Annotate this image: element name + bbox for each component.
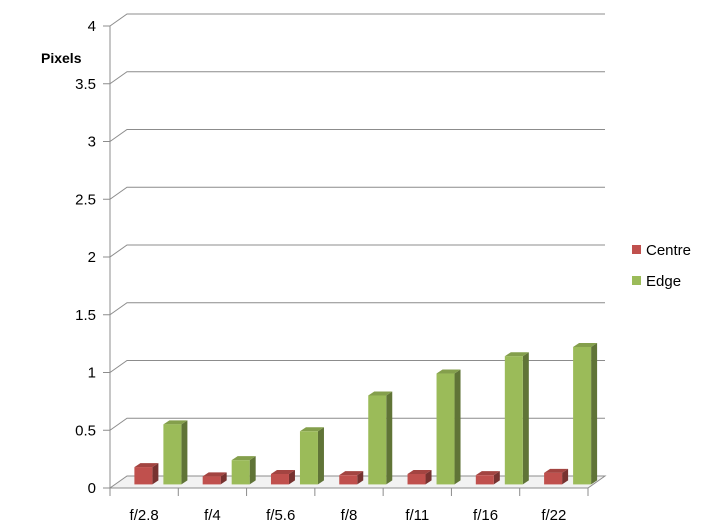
y-tick-label: 0: [88, 480, 96, 497]
bar-top: [573, 342, 598, 347]
y-tick-label: 3.5: [75, 76, 96, 93]
legend-item-centre: Centre: [632, 242, 691, 259]
y-tick-label: 2.5: [75, 191, 96, 208]
bar-side: [220, 472, 227, 485]
bar-top: [231, 456, 256, 461]
bar-front: [368, 395, 387, 485]
bar-centre-f28: [134, 463, 159, 485]
legend: Centre Edge: [632, 242, 691, 290]
x-axis-ticks: f/2.8 f/4 f/5.6 f/8 f/11 f/16 f/22: [109, 488, 589, 524]
bar-top: [339, 471, 364, 476]
x-tick-label: f/5.6: [266, 507, 295, 524]
x-tick-label: f/2.8: [130, 507, 159, 524]
bar-side: [425, 470, 432, 485]
bar-edge-f56: [299, 427, 324, 485]
bars: [134, 342, 598, 485]
bar-side: [181, 420, 188, 485]
y-tick-label: 4: [88, 18, 96, 35]
y-axis-label: Pixels: [41, 50, 82, 66]
gridline: [109, 129, 605, 142]
bar-edge-f8: [368, 391, 393, 485]
bar-top: [134, 463, 159, 468]
bar-edge-f16: [504, 352, 529, 485]
bar-front: [163, 424, 182, 485]
gridline: [109, 71, 605, 85]
bar-centre-f56: [270, 470, 295, 485]
bar-top: [407, 470, 432, 475]
legend-label: Edge: [646, 273, 681, 290]
bar-front: [475, 475, 494, 485]
bar-front: [339, 475, 358, 485]
bar-centre-f16: [475, 471, 500, 485]
gridline: [109, 13, 605, 27]
bar-front: [202, 476, 221, 485]
bar-front: [407, 474, 426, 485]
bar-side: [357, 471, 364, 485]
bar-centre-f8: [339, 471, 364, 485]
gridlines: [109, 13, 605, 431]
y-tick-label: 2: [88, 249, 96, 266]
bar-front: [231, 460, 250, 485]
bar-centre-f22: [544, 468, 569, 485]
bar-side: [249, 456, 256, 485]
bar-side: [386, 391, 393, 485]
bar-top: [504, 352, 529, 357]
legend-swatch: [632, 245, 641, 254]
legend-swatch: [632, 276, 641, 285]
bar-top: [163, 420, 188, 425]
bar-top: [270, 470, 295, 475]
bar-front: [573, 346, 592, 485]
y-tick-label: 1: [88, 365, 96, 382]
bar-front: [134, 467, 153, 485]
y-tick-label: 0.5: [75, 422, 96, 439]
legend-item-edge: Edge: [632, 273, 681, 290]
bar-centre-f11: [407, 470, 432, 485]
bar-side: [152, 463, 159, 485]
legend-label: Centre: [646, 242, 691, 259]
bar-top: [544, 468, 569, 473]
y-tick-label: 1.5: [75, 307, 96, 324]
bar-edge-f4: [231, 456, 256, 485]
gridline: [109, 360, 605, 373]
bar-edge-f11: [436, 369, 461, 485]
bar-top: [475, 471, 500, 476]
gridline: [109, 244, 605, 258]
bar-top: [436, 369, 461, 374]
bar-side: [317, 427, 324, 485]
gridline: [109, 302, 605, 316]
gridline: [109, 186, 605, 200]
x-tick-label: f/8: [341, 507, 358, 524]
bar-front: [436, 373, 455, 485]
x-tick-label: f/11: [405, 507, 429, 524]
bar-top: [368, 391, 393, 396]
bar-front: [299, 431, 318, 485]
bar-top: [202, 472, 227, 477]
bar-side: [522, 352, 529, 485]
bar-side: [288, 470, 295, 485]
bar-top: [299, 427, 324, 432]
bar-centre-f4: [202, 472, 227, 485]
bar-edge-f22: [573, 342, 598, 485]
x-tick-label: f/4: [204, 507, 221, 524]
bar-side: [493, 471, 500, 485]
bar-front: [504, 356, 523, 485]
bar-side: [591, 342, 598, 485]
x-tick-label: f/16: [473, 507, 498, 524]
bar-front: [544, 472, 563, 485]
x-tick-label: f/22: [541, 507, 566, 524]
bar-side: [562, 468, 569, 485]
bar-edge-f28: [163, 420, 188, 485]
y-axis-ticks: 0 0.5 1 1.5 2 2.5 3 3.5 4: [75, 18, 110, 497]
bar-side: [454, 369, 461, 485]
bar-front: [270, 474, 289, 485]
y-tick-label: 3: [88, 134, 96, 151]
